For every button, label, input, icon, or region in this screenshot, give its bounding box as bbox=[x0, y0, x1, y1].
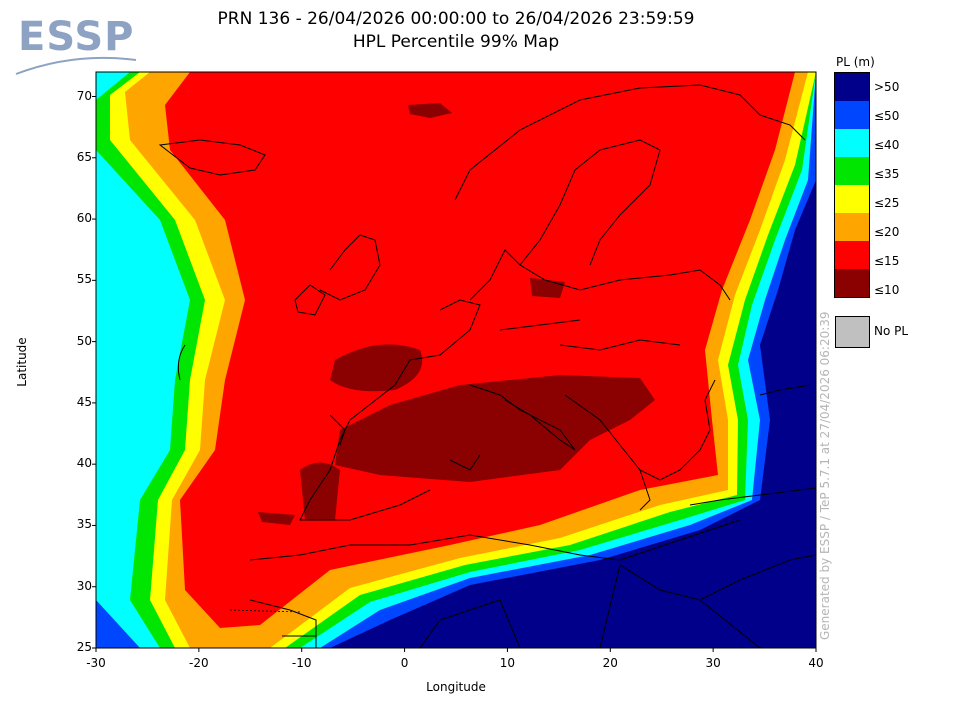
y-tick-label: 45 bbox=[76, 394, 92, 409]
y-tick-label: 35 bbox=[76, 517, 92, 532]
legend-swatch bbox=[835, 241, 869, 269]
y-axis-label: Latitude bbox=[15, 337, 29, 387]
legend-title: PL (m) bbox=[836, 55, 875, 69]
x-tick-label: 30 bbox=[705, 656, 721, 670]
x-tick-label: 0 bbox=[400, 656, 409, 670]
y-tick-label: 65 bbox=[76, 149, 92, 164]
y-tick-label: 70 bbox=[76, 88, 92, 103]
no-pl-label: No PL bbox=[874, 324, 909, 338]
x-tick-label: 40 bbox=[808, 656, 824, 670]
no-pl-swatch bbox=[835, 316, 870, 348]
legend-swatch bbox=[835, 129, 869, 157]
legend-item-label: ≤15 bbox=[874, 254, 900, 268]
logo-text: ESSP bbox=[18, 14, 135, 60]
legend-swatch bbox=[835, 185, 869, 213]
map-title: PRN 136 - 26/04/2026 00:00:00 to 26/04/2… bbox=[217, 9, 695, 29]
legend-item-label: ≤10 bbox=[874, 283, 900, 297]
generated-by-watermark: Generated by ESSP / TeP 5.7.1 at 27/04/2… bbox=[818, 311, 832, 640]
legend-item-label: ≤50 bbox=[874, 109, 900, 123]
x-tick-label: -20 bbox=[189, 656, 209, 670]
x-tick-label: 10 bbox=[499, 656, 516, 670]
legend-item-label: ≤20 bbox=[874, 225, 900, 239]
x-tick-label: -30 bbox=[86, 656, 106, 670]
legend-item-label: ≤25 bbox=[874, 196, 900, 210]
y-tick-label: 25 bbox=[76, 640, 92, 654]
x-tick-label: 20 bbox=[602, 656, 618, 670]
y-tick-label: 55 bbox=[76, 272, 92, 287]
legend-swatch bbox=[835, 73, 869, 101]
y-tick-label: 60 bbox=[76, 211, 92, 226]
y-tick-label: 30 bbox=[76, 578, 92, 593]
legend-colorbar bbox=[834, 72, 870, 298]
legend-item-label: >50 bbox=[874, 80, 900, 94]
x-axis-label: Longitude bbox=[426, 680, 486, 694]
essp-logo: ESSP bbox=[14, 14, 139, 84]
legend-swatch bbox=[835, 269, 869, 297]
legend-swatch bbox=[835, 213, 869, 241]
x-tick-label: -10 bbox=[291, 656, 312, 670]
logo-swoosh-icon bbox=[15, 56, 137, 75]
legend-swatch bbox=[835, 157, 869, 185]
y-tick-label: 50 bbox=[76, 333, 92, 348]
legend-swatch bbox=[835, 101, 869, 129]
y-tick-label: 40 bbox=[76, 456, 92, 471]
legend-item-label: ≤40 bbox=[874, 138, 900, 152]
legend-item-label: ≤35 bbox=[874, 167, 900, 181]
map-subtitle: HPL Percentile 99% Map bbox=[352, 32, 560, 52]
